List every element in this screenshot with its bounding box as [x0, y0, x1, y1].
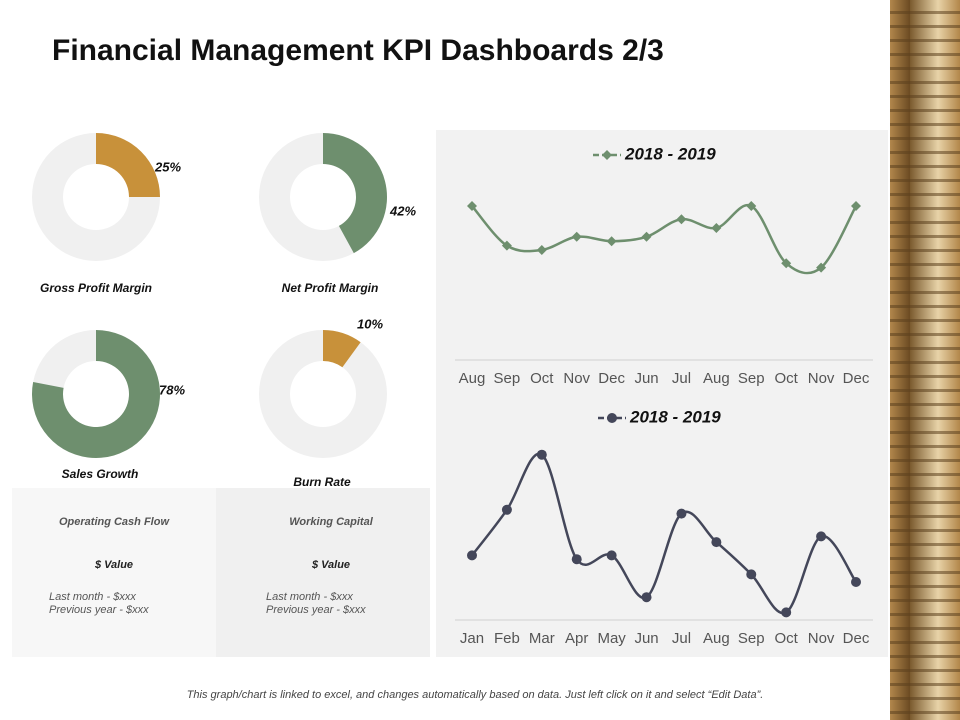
- x-tick-label: Jul: [672, 630, 691, 647]
- x-tick-label: Oct: [530, 370, 554, 387]
- x-tick-label: Dec: [843, 630, 870, 647]
- line-point: [676, 508, 687, 519]
- legend-label: 2018 - 2019: [629, 407, 721, 426]
- legend-marker: [602, 150, 612, 160]
- card-notes: Last month - $xxx Previous year - $xxx: [49, 591, 164, 617]
- donut-title: Gross Profit Margin: [40, 281, 152, 295]
- card-line: Previous year - $xxx: [266, 604, 366, 616]
- x-tick-label: Apr: [565, 630, 588, 647]
- x-tick-label: Dec: [843, 370, 870, 387]
- donut-value-label: 25%: [154, 159, 181, 174]
- x-tick-label: Sep: [738, 370, 765, 387]
- line-point: [536, 449, 547, 460]
- card-notes: Last month - $xxx Previous year - $xxx: [266, 591, 381, 617]
- line-point: [641, 592, 652, 603]
- line-point: [467, 201, 477, 211]
- donut-title: Net Profit Margin: [282, 281, 379, 295]
- donut-title: Sales Growth: [62, 467, 139, 481]
- donut-value-label: 78%: [159, 382, 185, 397]
- x-tick-label: Sep: [738, 630, 765, 647]
- x-tick-label: Nov: [808, 630, 835, 647]
- footer-note: This graph/chart is linked to excel, and…: [186, 689, 764, 701]
- x-tick-label: Nov: [563, 370, 590, 387]
- donut-value-label: 42%: [389, 203, 416, 218]
- donut-title: Burn Rate: [293, 475, 351, 489]
- line-point: [467, 550, 477, 561]
- x-tick-label: Aug: [703, 370, 730, 387]
- kpi-card: Operating Cash Flow $ Value Last month -…: [12, 488, 216, 657]
- line-panel: [436, 130, 888, 657]
- line-point: [606, 236, 617, 247]
- card-title: Working Capital: [289, 516, 373, 528]
- page-title: Financial Management KPI Dashboards 2/3: [52, 34, 664, 67]
- card-line: Last month - $xxx: [49, 591, 136, 603]
- line-point: [606, 550, 617, 561]
- donut-slice: [31, 330, 161, 458]
- kpi-card: Working Capital $ Value Last month - $xx…: [229, 488, 433, 657]
- line-point: [781, 607, 792, 618]
- x-tick-label: Jun: [634, 630, 658, 647]
- x-tick-label: Oct: [775, 370, 799, 387]
- line-point: [746, 201, 757, 211]
- line-point: [641, 231, 652, 242]
- line-point: [571, 554, 582, 565]
- line-point: [501, 240, 512, 251]
- x-tick-label: Jan: [460, 630, 484, 647]
- x-tick-label: Jul: [672, 370, 691, 387]
- card-title: Operating Cash Flow: [58, 516, 169, 528]
- x-tick-label: Aug: [459, 370, 486, 387]
- line-point: [711, 223, 722, 233]
- coin-image: [890, 0, 960, 720]
- line-point: [781, 258, 792, 269]
- x-tick-label: May: [597, 630, 626, 647]
- donut-slice: [323, 330, 361, 368]
- card-value: $ Value: [94, 559, 134, 571]
- x-tick-label: Aug: [703, 630, 730, 647]
- legend-marker: [607, 413, 617, 423]
- line-point: [816, 262, 827, 273]
- x-tick-label: Jun: [634, 370, 658, 387]
- donut-slice: [323, 133, 388, 254]
- card-line: Last month - $xxx: [266, 591, 353, 603]
- donut-value-label: 10%: [357, 316, 383, 331]
- donut-track: [259, 330, 387, 458]
- line-point: [571, 231, 582, 242]
- card-line: Previous year - $xxx: [49, 604, 149, 616]
- x-tick-label: Sep: [494, 370, 521, 387]
- x-tick-label: Oct: [775, 630, 799, 647]
- line-point: [851, 201, 861, 211]
- line-point: [816, 531, 827, 542]
- x-tick-label: Feb: [494, 630, 520, 647]
- card-bg: [12, 488, 216, 657]
- card-value: $ Value: [311, 559, 351, 571]
- legend-label: 2018 - 2019: [624, 144, 716, 163]
- donut-slice: [96, 133, 160, 197]
- line-point: [746, 569, 757, 580]
- card-bg: [216, 488, 430, 657]
- line-point: [711, 537, 722, 548]
- x-tick-label: Dec: [598, 370, 625, 387]
- line-point: [851, 577, 861, 587]
- line-point: [676, 214, 687, 225]
- line-point: [501, 504, 512, 515]
- x-tick-label: Nov: [808, 370, 835, 387]
- x-tick-label: Mar: [529, 630, 555, 647]
- line-point: [536, 245, 547, 255]
